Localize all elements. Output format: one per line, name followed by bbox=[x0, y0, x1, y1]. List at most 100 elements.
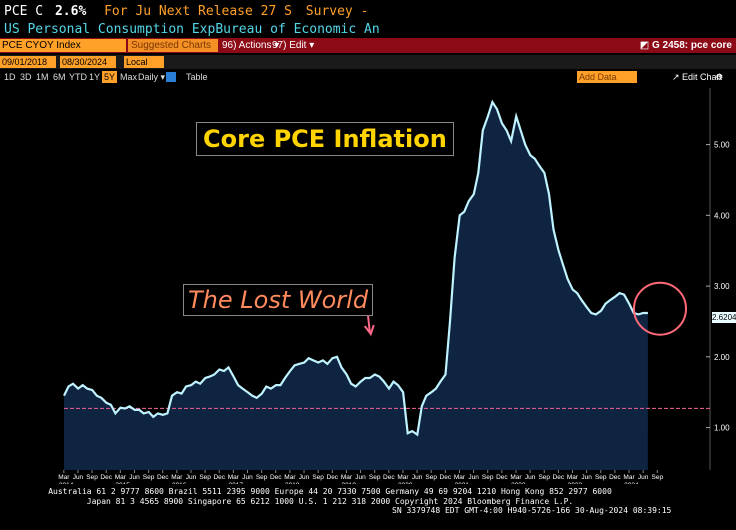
ticker-label: PCE C bbox=[4, 4, 44, 19]
x-tick-label: Mar bbox=[58, 474, 70, 481]
ticker-input[interactable]: PCE CYOY Index bbox=[0, 39, 126, 52]
x-tick-label: Dec bbox=[496, 474, 508, 481]
x-year-label: 2018 bbox=[285, 482, 300, 484]
range-3d[interactable]: 3D bbox=[20, 72, 32, 82]
x-tick-label: Sep bbox=[538, 474, 550, 481]
description-name: US Personal Consumption Exp bbox=[4, 22, 216, 37]
x-year-label: 2021 bbox=[455, 482, 470, 484]
x-tick-label: Mar bbox=[341, 474, 353, 481]
latest-value: 2.6% bbox=[54, 4, 87, 19]
x-tick-label: Mar bbox=[115, 474, 127, 481]
footer-session: SN 3379748 EDT GMT-4:00 H940-5726-166 30… bbox=[392, 506, 672, 515]
security-header: PCE C 2.6% For Ju Next Release 27 S Surv… bbox=[4, 4, 368, 19]
period-label: For Ju bbox=[104, 4, 152, 19]
currency-select[interactable]: Local CCY bbox=[124, 56, 164, 79]
last-value-label: 2.6204 bbox=[712, 312, 736, 323]
range-max[interactable]: Max bbox=[120, 72, 138, 82]
x-tick-label: Jun bbox=[129, 474, 140, 481]
x-year-label: 2020 bbox=[398, 482, 413, 484]
x-tick-label: Jun bbox=[525, 474, 536, 481]
actions-menu[interactable]: 96) Actions ▾ bbox=[222, 40, 280, 51]
description-source: Bureau of Economic An bbox=[215, 22, 380, 37]
range-1m[interactable]: 1M bbox=[36, 72, 49, 82]
x-tick-label: Sep bbox=[256, 474, 268, 481]
x-year-label: 2014 bbox=[59, 482, 74, 484]
range-1d[interactable]: 1D bbox=[4, 72, 16, 82]
y-tick-label: 5.00 bbox=[714, 141, 730, 150]
edit-menu[interactable]: 97) Edit ▾ bbox=[272, 40, 315, 51]
x-year-label: 2022 bbox=[511, 482, 526, 484]
x-tick-label: Mar bbox=[397, 474, 409, 481]
x-tick-label: Sep bbox=[312, 474, 324, 481]
x-year-label: 2024 bbox=[624, 482, 639, 484]
date-row bbox=[0, 55, 736, 69]
x-year-label: 2015 bbox=[115, 482, 130, 484]
range-ytd[interactable]: YTD bbox=[69, 72, 87, 82]
end-date-input[interactable]: 08/30/2024 bbox=[60, 56, 116, 68]
range-5y[interactable]: 5Y bbox=[102, 71, 118, 83]
footer-copyright: Japan 81 3 4565 8900 Singapore 65 6212 1… bbox=[86, 497, 574, 506]
x-tick-label: Jun bbox=[186, 474, 197, 481]
chart-type-icon[interactable] bbox=[166, 72, 176, 82]
x-tick-label: Jun bbox=[73, 474, 84, 481]
x-tick-label: Sep bbox=[482, 474, 494, 481]
x-tick-label: Sep bbox=[425, 474, 437, 481]
x-tick-label: Jun bbox=[412, 474, 423, 481]
y-tick-label: 2.00 bbox=[714, 353, 730, 362]
x-tick-label: Mar bbox=[171, 474, 183, 481]
x-tick-label: Sep bbox=[199, 474, 211, 481]
range-6m[interactable]: 6M bbox=[53, 72, 66, 82]
core-pce-chart: 1.002.003.004.005.00MarJunSepDec2014MarJ… bbox=[58, 88, 730, 484]
chart-pin-icon: ◩ bbox=[639, 40, 652, 51]
x-tick-label: Dec bbox=[609, 474, 621, 481]
x-tick-label: Mar bbox=[567, 474, 579, 481]
edit-chart-button[interactable]: ↗ Edit Chart bbox=[672, 72, 723, 82]
x-tick-label: Dec bbox=[270, 474, 282, 481]
start-date-input[interactable]: 09/01/2018 bbox=[0, 56, 56, 68]
highlight-circle bbox=[633, 281, 687, 336]
x-tick-label: Dec bbox=[157, 474, 169, 481]
x-tick-label: Dec bbox=[440, 474, 452, 481]
x-tick-label: Mar bbox=[284, 474, 296, 481]
settings-gear-icon[interactable]: ⚙ bbox=[716, 70, 723, 83]
x-tick-label: Mar bbox=[228, 474, 240, 481]
x-tick-label: Jun bbox=[468, 474, 479, 481]
x-tick-label: Sep bbox=[369, 474, 381, 481]
x-year-label: 2023 bbox=[568, 482, 583, 484]
chart-id[interactable]: ◩ G 2458: pce core bbox=[639, 40, 732, 51]
series-area bbox=[64, 102, 648, 470]
y-tick-label: 1.00 bbox=[714, 424, 730, 433]
chart-annotation-title: Core PCE Inflation bbox=[196, 122, 454, 156]
arrow-head bbox=[363, 324, 375, 337]
x-tick-label: Dec bbox=[327, 474, 339, 481]
x-tick-label: Sep bbox=[143, 474, 155, 481]
x-tick-label: Sep bbox=[595, 474, 607, 481]
x-tick-label: Jun bbox=[355, 474, 366, 481]
x-tick-label: Jun bbox=[638, 474, 649, 481]
x-year-label: 2017 bbox=[228, 482, 243, 484]
x-tick-label: Jun bbox=[581, 474, 592, 481]
add-data-input[interactable]: Add Data bbox=[577, 71, 637, 83]
x-year-label: 2016 bbox=[172, 482, 187, 484]
y-tick-label: 3.00 bbox=[714, 282, 730, 291]
x-tick-label: Mar bbox=[454, 474, 466, 481]
x-tick-label: Sep bbox=[652, 474, 664, 481]
x-tick-label: Dec bbox=[553, 474, 565, 481]
x-tick-label: Dec bbox=[383, 474, 395, 481]
survey-label: Survey - bbox=[305, 4, 369, 19]
y-tick-label: 4.00 bbox=[714, 211, 730, 220]
footer-contacts: Australia 61 2 9777 8600 Brazil 5511 239… bbox=[48, 487, 612, 496]
next-release-label: Next Release 27 S bbox=[158, 4, 292, 19]
x-tick-label: Mar bbox=[510, 474, 522, 481]
lost-world-annotation: The Lost World bbox=[183, 284, 374, 316]
x-year-label: 2019 bbox=[342, 482, 357, 484]
frequency-select[interactable]: Daily ▾ bbox=[138, 72, 166, 82]
suggested-charts-input[interactable]: Suggested Charts bbox=[128, 39, 218, 52]
series-line bbox=[63, 99, 648, 437]
table-button[interactable]: Table bbox=[186, 72, 208, 82]
security-description: US Personal Consumption ExpBureau of Eco… bbox=[4, 22, 380, 37]
x-tick-label: Sep bbox=[86, 474, 98, 481]
x-tick-label: Jun bbox=[299, 474, 310, 481]
range-1y[interactable]: 1Y bbox=[89, 72, 101, 82]
x-tick-label: Dec bbox=[100, 474, 112, 481]
